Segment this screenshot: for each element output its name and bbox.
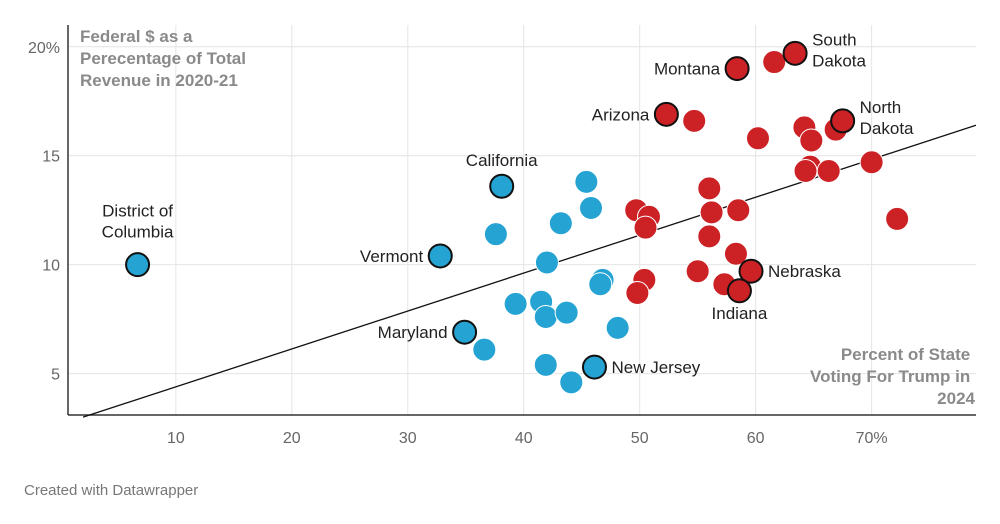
state-point	[723, 241, 748, 266]
x-tick-label: 60	[747, 430, 765, 447]
point-label: Vermont	[360, 247, 424, 266]
state-point	[697, 176, 722, 201]
state-point	[472, 337, 497, 362]
x-tick-label: 10	[167, 430, 185, 447]
point-label: District of Columbia	[102, 202, 174, 242]
highlighted-state-point	[724, 56, 750, 82]
y-tick-label: 10	[42, 258, 60, 275]
x-tick-label: 50	[631, 430, 649, 447]
state-point	[799, 128, 824, 153]
x-tick-label: 40	[515, 430, 533, 447]
highlighted-state-point	[726, 278, 752, 304]
y-tick-label: 20%	[28, 40, 60, 57]
state-point	[574, 169, 599, 194]
data-points	[125, 40, 910, 395]
y-tick-label: 15	[42, 149, 60, 166]
highlighted-state-point	[489, 173, 515, 199]
state-point	[588, 272, 613, 297]
x-tick-label: 30	[399, 430, 417, 447]
state-point	[885, 206, 910, 231]
state-point	[816, 158, 841, 183]
point-label: Indiana	[712, 304, 768, 323]
point-label: Maryland	[378, 323, 448, 342]
state-point	[697, 224, 722, 249]
state-point	[685, 259, 710, 284]
state-point	[726, 198, 751, 223]
credit-text: Created with Datawrapper	[24, 482, 198, 499]
highlighted-state-point	[452, 319, 478, 345]
point-label: Nebraska	[768, 262, 841, 281]
state-point	[605, 315, 630, 340]
state-point	[559, 370, 584, 395]
highlighted-state-point	[653, 101, 679, 127]
x-tick-label: 70%	[856, 430, 888, 447]
state-point	[793, 158, 818, 183]
state-point	[554, 300, 579, 325]
point-label: California	[466, 151, 538, 170]
state-point	[682, 108, 707, 133]
state-point	[483, 222, 508, 247]
state-point	[745, 126, 770, 151]
point-label: North Dakota	[860, 98, 914, 138]
point-label: New Jersey	[611, 358, 700, 377]
y-tick-label: 5	[51, 367, 60, 384]
state-point	[533, 304, 558, 329]
state-point	[699, 200, 724, 225]
state-point	[633, 215, 658, 240]
state-point	[534, 250, 559, 275]
state-point	[533, 352, 558, 377]
point-label: South Dakota	[812, 30, 866, 70]
x-tick-label: 20	[283, 430, 301, 447]
state-point	[859, 150, 884, 175]
highlighted-state-point	[427, 243, 453, 269]
state-point	[548, 211, 573, 236]
highlighted-state-point	[581, 354, 607, 380]
state-point	[762, 50, 787, 75]
x-axis-title: Percent of State Voting For Trump in 202…	[810, 345, 976, 408]
state-point	[578, 196, 603, 221]
point-label: Montana	[654, 60, 721, 79]
point-labels: District of Columbia Vermont California Mary…	[102, 30, 914, 377]
x-axis-ticks: 10 20 30 40 50 60 70%	[167, 430, 888, 447]
state-point	[625, 280, 650, 305]
highlighted-state-point	[782, 40, 808, 66]
y-axis-ticks: 5 10 15 20%	[28, 40, 60, 384]
y-axis-title: Federal $ as a Perecentage of Total Reve…	[80, 27, 251, 90]
highlighted-state-point	[738, 258, 764, 284]
state-point	[503, 291, 528, 316]
point-label: Arizona	[592, 105, 650, 124]
highlighted-state-point	[125, 252, 151, 278]
highlighted-state-point	[830, 108, 856, 134]
